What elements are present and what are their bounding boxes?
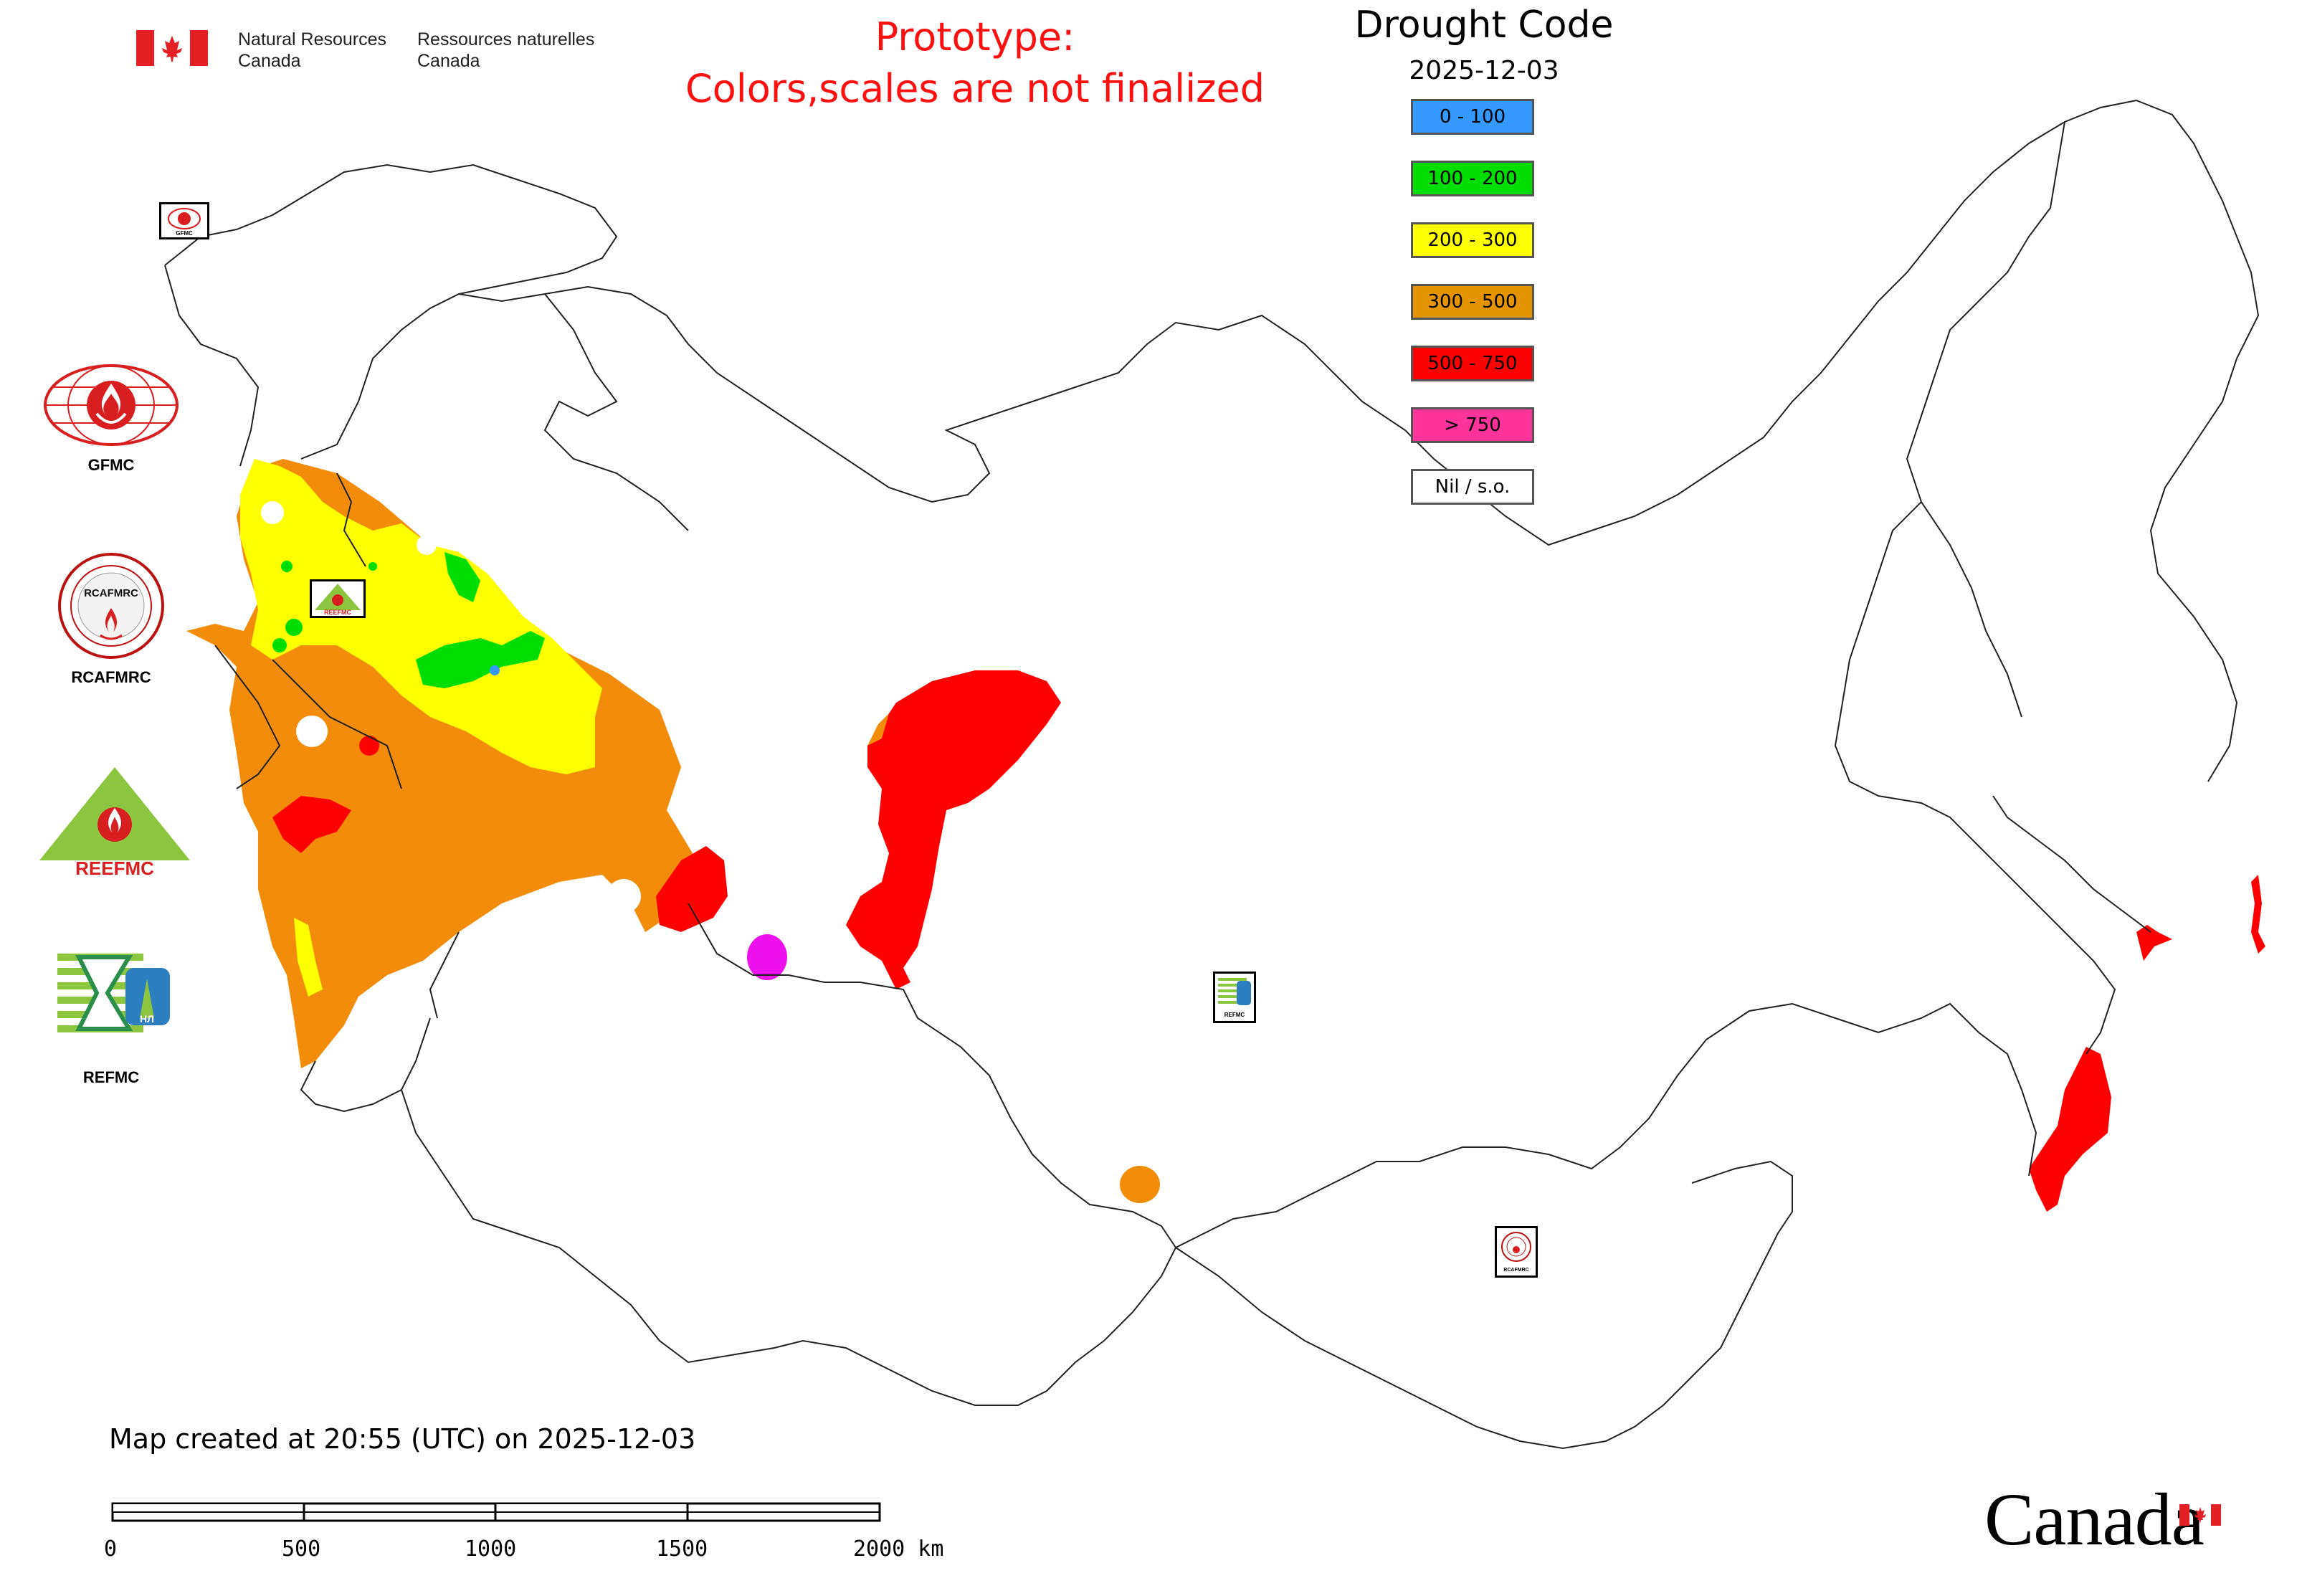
outline-internal-1: [272, 659, 402, 789]
gfmc-marker-icon: GFMC: [159, 202, 209, 239]
nil-spot-4: [607, 879, 641, 913]
refmc-marker-icon: REFMC: [1213, 972, 1256, 1023]
nil-spot-3: [417, 535, 437, 555]
reefmc-marker-wordmark: REEFMC: [324, 609, 352, 616]
canada-flag-icon: [136, 30, 208, 66]
legend-item-500-750: 500 - 750: [1411, 346, 1534, 381]
scale-label-1500: 1500: [656, 1536, 708, 1562]
outline-scandinavia: [164, 163, 618, 460]
legend-item-0-100: 0 - 100: [1411, 99, 1534, 135]
legend-label: 300 - 500: [1427, 291, 1518, 313]
outline-sakhalin: [1992, 795, 2151, 933]
org-name-fr: Ressources naturelles Canada: [417, 29, 594, 72]
gfmc-marker-wordmark: GFMC: [176, 230, 193, 237]
drought-region-extreme: [747, 934, 787, 980]
outline-south-border: [688, 903, 2037, 1249]
legend-label: 0 - 100: [1439, 106, 1506, 128]
drought-region-very-low-a: [416, 631, 545, 688]
outline-arctic-coast: [845, 99, 2260, 546]
outline-kamchatka: [1906, 121, 2065, 718]
rcafmrc-logo-icon: RCAFMRC: [57, 552, 165, 660]
legend-item-100-200: 100 - 200: [1411, 161, 1534, 196]
drought-region-moderate-south: [1120, 1166, 1160, 1203]
drought-region-low-southwest: [294, 918, 323, 997]
rcafmrc-marker-icon: RCAFMRC: [1495, 1226, 1538, 1278]
outline-ne-coast: [2149, 358, 2238, 782]
outline-okhotsk: [1834, 501, 2116, 1055]
drought-spot-very-low-3: [281, 561, 292, 572]
outline-caucasus: [300, 1060, 402, 1113]
scale-label-1000: 1000: [465, 1536, 517, 1562]
drought-region-high-sakhalin: [2136, 925, 2172, 961]
drought-spot-high-west: [359, 736, 379, 756]
nil-spot-2: [296, 716, 328, 747]
outline-caspian: [429, 931, 460, 1019]
legend-label: > 750: [1444, 414, 1501, 436]
org-name-en-line2: Canada: [238, 51, 301, 71]
org-name-fr-line2: Canada: [417, 51, 480, 71]
drought-region-high-kuril: [2251, 875, 2265, 954]
scale-label-500: 500: [282, 1536, 321, 1562]
gfmc-logo-icon: [39, 362, 183, 448]
scale-label-2000: 2000 km: [853, 1536, 944, 1562]
legend-item-200-300: 200 - 300: [1411, 222, 1534, 258]
legend-label: 500 - 750: [1427, 353, 1518, 374]
refmc-label: REFMC: [82, 1068, 140, 1086]
drought-region-moderate-central-rim: [867, 713, 889, 746]
prototype-line2: Colors,scales are not finalized: [685, 66, 1265, 111]
prototype-line1: Prototype:: [875, 14, 1075, 60]
prototype-notice: Prototype: Colors,scales are not finaliz…: [645, 11, 1305, 115]
drought-region-low-north: [240, 459, 602, 774]
outline-kola: [458, 285, 847, 460]
drought-spot-lowest: [490, 665, 500, 675]
gfmc-label: GFMC: [87, 456, 135, 474]
map-created-timestamp: Map created at 20:55 (UTC) on 2025-12-03: [109, 1423, 696, 1455]
outline-internal-2: [336, 472, 366, 567]
scale-bar: [111, 1502, 882, 1524]
canada-wordmark: Canada: [1984, 1478, 2205, 1561]
drought-spot-very-low-2: [285, 619, 303, 636]
map-outlines: [164, 99, 2260, 1450]
refmc-logo-icon: НЛ: [57, 946, 172, 1040]
map-title: Drought Code: [1354, 4, 1614, 47]
map-date: 2025-12-03: [1409, 56, 1559, 85]
refmc-inner-wordmark: НЛ: [140, 1013, 154, 1025]
legend-label: 100 - 200: [1427, 168, 1518, 189]
reefmc-marker-icon: REEFMC: [310, 579, 366, 618]
rcafmrc-label: RCAFMRC: [71, 668, 151, 686]
drought-region-high-south: [656, 846, 728, 932]
legend-item-nil: Nil / s.o.: [1411, 469, 1534, 505]
legend-item-300-500: 300 - 500: [1411, 284, 1534, 320]
outline-west-coast: [164, 265, 260, 467]
outline-baltic: [214, 645, 281, 789]
outline-mongolia: [1175, 1160, 1793, 1450]
drought-spot-very-low-1: [272, 638, 287, 652]
org-name-en: Natural Resources Canada: [238, 29, 386, 72]
drought-region-high-east-coast: [2029, 1047, 2111, 1212]
drought-region-high-central: [846, 670, 1061, 989]
legend-label: Nil / s.o.: [1435, 476, 1511, 498]
org-name-fr-line1: Ressources naturelles: [417, 29, 595, 49]
canada-wordmark-flag-icon: [2179, 1504, 2221, 1526]
refmc-marker-wordmark: REFMC: [1224, 1012, 1245, 1018]
drought-region-very-low-b: [444, 552, 480, 602]
legend-label: 200 - 300: [1427, 229, 1518, 251]
drought-region-high-west: [272, 796, 351, 853]
scale-label-0: 0: [104, 1536, 118, 1562]
rcafmrc-wordmark: RCAFMRC: [84, 587, 138, 599]
reefmc-logo-icon: REEFMC: [36, 764, 194, 879]
outline-kazakhstan: [400, 1017, 1176, 1406]
drought-spot-very-low-4: [368, 562, 377, 571]
nil-spot-1: [261, 501, 284, 524]
legend-item-gt-750: > 750: [1411, 407, 1534, 443]
reefmc-wordmark: REEFMC: [75, 858, 154, 878]
outline-white-sea: [543, 293, 689, 531]
rcafmrc-marker-wordmark: RCAFMRC: [1503, 1268, 1528, 1273]
org-name-en-line1: Natural Resources: [238, 29, 387, 49]
